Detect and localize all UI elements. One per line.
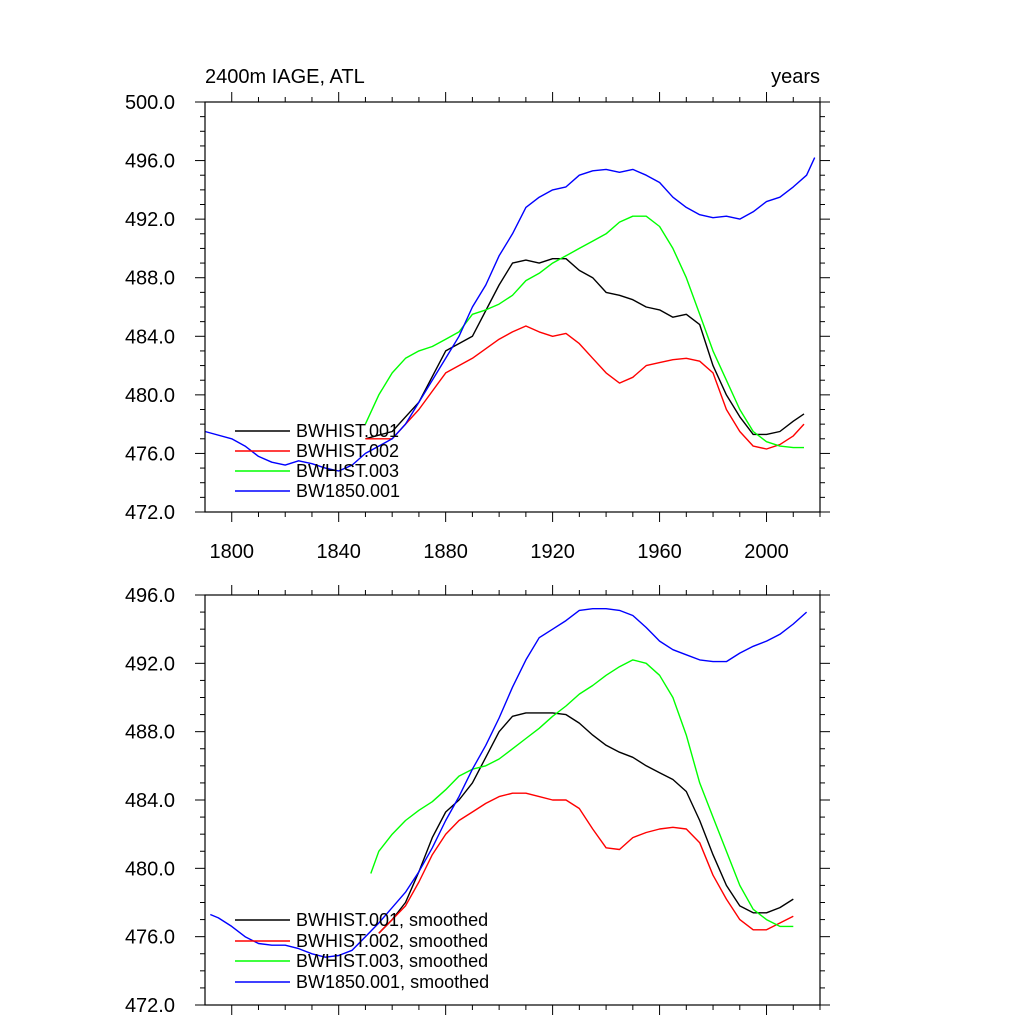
x-tick-label: 1880 [423,541,468,563]
y-tick-label: 476.0 [125,443,175,465]
x-tick-label: 1840 [316,541,361,563]
series-line-1 [365,258,805,440]
x-tick-label: 1920 [530,541,575,563]
bottom-panel: 472.0 476.0 480.0 484.0 488.0 492.0 496.0 BWHI… [125,585,830,1017]
top-title-right: years [771,66,820,88]
y-tick-label: 492.0 [125,209,175,231]
legend-label-bwhist002-smoothed: BWHIST.002, smoothed [296,931,488,951]
legend-label-bwhist001: BWHIST.001 [296,421,399,441]
series-line-3 [364,215,804,449]
y-tick-label: 480.0 [125,858,175,880]
x-tick-label: 1800 [209,541,254,563]
series-line-1 [378,712,794,934]
series-line-2 [378,792,794,934]
y-tick-label: 472.0 [125,995,175,1017]
top-panel: 2400m IAGE, ATL years 1800 1840 1880 1920 19… [125,66,830,563]
bottom-axes: 472.0 476.0 480.0 484.0 488.0 492.0 496.0 [125,585,830,1017]
y-tick-label: 488.0 [125,268,175,290]
y-tick-label: 484.0 [125,326,175,348]
legend-label-bwhist003-smoothed: BWHIST.003, smoothed [296,951,488,971]
series-line-2 [365,325,805,450]
y-tick-label: 472.0 [125,502,175,524]
legend-label-bwhist003: BWHIST.003 [296,461,399,481]
y-tick-label: 496.0 [125,585,175,607]
bottom-frame [204,594,821,1006]
y-tick-label: 492.0 [125,653,175,675]
y-tick-label: 476.0 [125,927,175,949]
x-tick-label: 2000 [744,541,789,563]
series-line-4 [204,157,816,472]
bottom-legend: BWHIST.001, smoothed BWHIST.002, smoothe… [235,910,489,992]
top-axes: 1800 1840 1880 1920 1960 2000 472.0 476.0 480.0 4… [125,92,830,563]
y-tick-label: 500.0 [125,92,175,114]
top-frame [204,101,821,513]
y-tick-label: 496.0 [125,151,175,173]
top-series-lines [204,157,816,472]
legend-label-bwhist001-smoothed: BWHIST.001, smoothed [296,910,488,930]
top-title-left: 2400m IAGE, ATL [205,66,365,88]
y-tick-label: 488.0 [125,722,175,744]
y-tick-label: 484.0 [125,790,175,812]
legend-label-bwhist002: BWHIST.002 [296,441,399,461]
bottom-series-lines [210,608,808,958]
top-legend: BWHIST.001 BWHIST.002 BWHIST.003 BW1850.… [235,421,400,501]
series-line-4 [210,608,808,958]
series-line-3 [370,659,794,928]
legend-label-bw1850001: BW1850.001 [296,481,400,501]
legend-label-bw1850001-smoothed: BW1850.001, smoothed [296,972,489,992]
x-tick-label: 1960 [637,541,682,563]
y-tick-label: 480.0 [125,385,175,407]
